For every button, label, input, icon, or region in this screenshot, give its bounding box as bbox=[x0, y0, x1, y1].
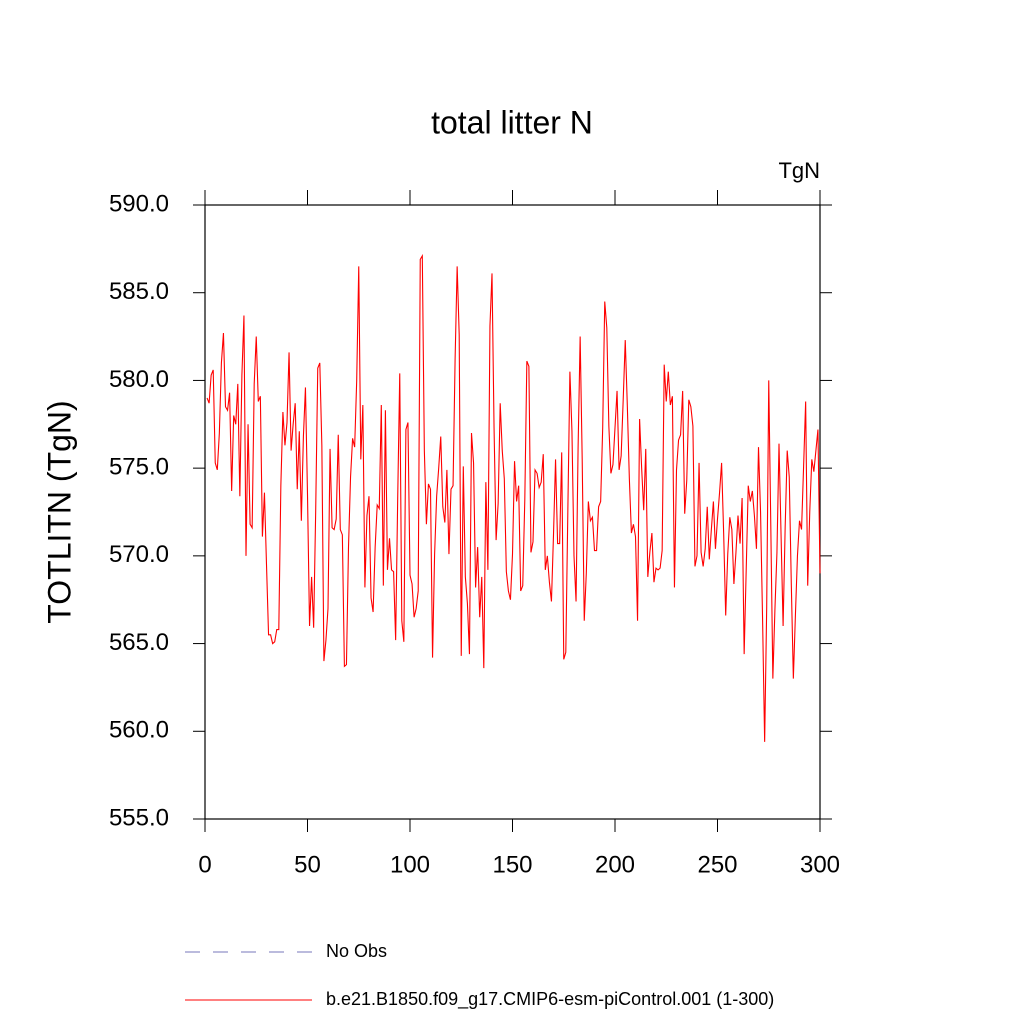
units-label: TgN bbox=[778, 158, 820, 183]
plot-frame bbox=[204, 204, 821, 820]
y-axis-label: TOTLITN (TgN) bbox=[41, 400, 77, 623]
x-tick-label: 200 bbox=[595, 851, 635, 878]
y-tick-label: 570.0 bbox=[109, 541, 169, 568]
chart-title: total litter N bbox=[431, 104, 593, 140]
y-tick-label: 575.0 bbox=[109, 453, 169, 480]
legend-label: No Obs bbox=[326, 941, 387, 961]
x-tick-label: 300 bbox=[800, 851, 840, 878]
x-tick-label: 150 bbox=[492, 851, 532, 878]
x-tick-label: 250 bbox=[697, 851, 737, 878]
data-line bbox=[206, 253, 821, 742]
x-tick-label: 0 bbox=[198, 851, 211, 878]
y-tick-label: 560.0 bbox=[109, 717, 169, 744]
y-tick-label: 585.0 bbox=[109, 278, 169, 305]
y-tick-label: 555.0 bbox=[109, 804, 169, 831]
y-tick-label: 580.0 bbox=[109, 366, 169, 393]
x-tick-label: 50 bbox=[294, 851, 321, 878]
y-tick-label: 565.0 bbox=[109, 629, 169, 656]
legend-label: b.e21.B1850.f09_g17.CMIP6-esm-piControl.… bbox=[326, 989, 774, 1010]
y-tick-label: 590.0 bbox=[109, 190, 169, 217]
x-tick-label: 100 bbox=[390, 851, 430, 878]
